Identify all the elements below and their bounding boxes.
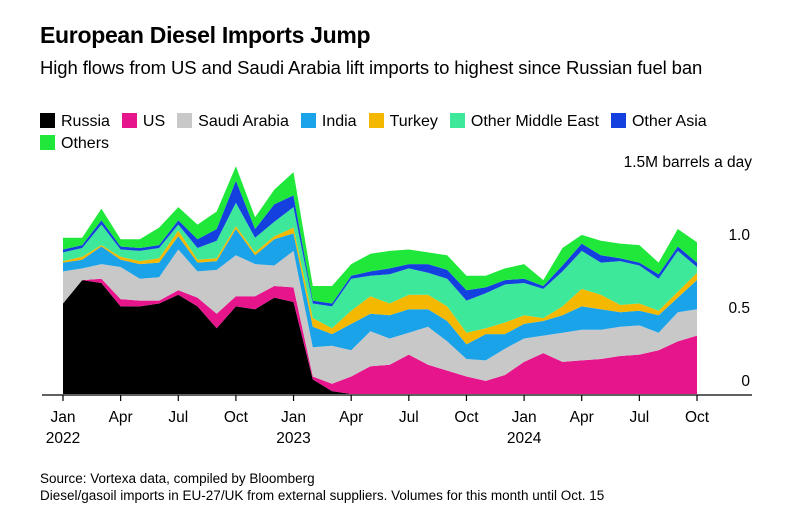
area-saudi-arabia [63, 249, 697, 384]
legend-label: Other Middle East [470, 113, 599, 130]
legend-label: Saudi Arabia [198, 113, 289, 130]
legend-item-other-middle-east: Other Middle East [449, 111, 599, 133]
x-tick-label: Jul [168, 409, 188, 426]
x-tick-label: Oct [685, 409, 710, 426]
x-tick-label: Jan [281, 409, 306, 426]
x-tick-label: Jul [629, 409, 649, 426]
x-tick-label: Jan [512, 409, 537, 426]
chart-subtitle: High flows from US and Saudi Arabia lift… [40, 57, 703, 78]
x-year-label: 2024 [507, 430, 542, 447]
x-axis: Jan 2022 Apr Jul Oct Jan 2023 Apr Jul Oct Jan 2024 A… [42, 394, 752, 447]
legend-swatch [40, 135, 55, 150]
legend-swatch [40, 113, 55, 128]
x-tick-label: Jul [399, 409, 419, 426]
x-tick-label: Apr [339, 409, 363, 426]
legend-item-others: Others [40, 133, 109, 155]
y-axis-labels: 0 0.5 1.0 [728, 227, 750, 390]
legend-swatch [300, 113, 316, 128]
area-others [63, 166, 697, 304]
x-year-label: 2023 [276, 430, 310, 447]
y-tick-label: 0 [741, 373, 750, 390]
legend-swatch [610, 113, 626, 128]
legend-item-saudi-arabia: Saudi Arabia [177, 111, 289, 133]
legend-swatch [449, 113, 465, 128]
source-note: Source: Vortexa data, compiled by Bloomb… [40, 471, 315, 486]
legend-label: Other Asia [631, 113, 707, 130]
legend-label: Others [61, 135, 110, 152]
legend-item-russia: Russia [40, 111, 110, 133]
y-tick-label: 0.5 [728, 300, 750, 317]
x-tick-label: Oct [454, 409, 479, 426]
footnote: Diesel/gasoil imports in EU-27/UK from e… [40, 488, 605, 503]
chart-footer: Source: Vortexa data, compiled by Bloomb… [40, 470, 604, 504]
legend-item-india: India [300, 111, 357, 133]
x-tick-label: Apr [109, 409, 133, 426]
legend-swatch [368, 113, 384, 128]
legend-label: US [142, 113, 166, 130]
x-tick-label: Apr [570, 409, 594, 426]
area-us [63, 278, 697, 394]
legend-swatch [177, 113, 193, 128]
area-other-middle-east [63, 202, 697, 333]
y-tick-label: 1.0 [728, 227, 750, 244]
area-russia [63, 280, 697, 394]
legend-item-us: US [121, 111, 166, 133]
x-year-label: 2022 [46, 430, 80, 447]
area-india [63, 229, 697, 361]
chart-title: European Diesel Imports Jump [40, 22, 371, 48]
x-tick-label: Oct [224, 409, 249, 426]
legend-label: India [321, 113, 357, 130]
chart-legend: Russia US Saudi Arabia India Turkey Other Mid… [40, 111, 760, 155]
legend-item-turkey: Turkey [368, 111, 438, 133]
legend-item-other-asia: Other Asia [610, 111, 707, 133]
area-series-group [63, 166, 697, 394]
y-axis-unit-label: 1.5M barrels a day [624, 154, 753, 171]
legend-label: Russia [61, 113, 110, 130]
x-tick-label: Jan [51, 409, 76, 426]
legend-swatch [121, 113, 137, 128]
legend-label: Turkey [389, 113, 438, 130]
